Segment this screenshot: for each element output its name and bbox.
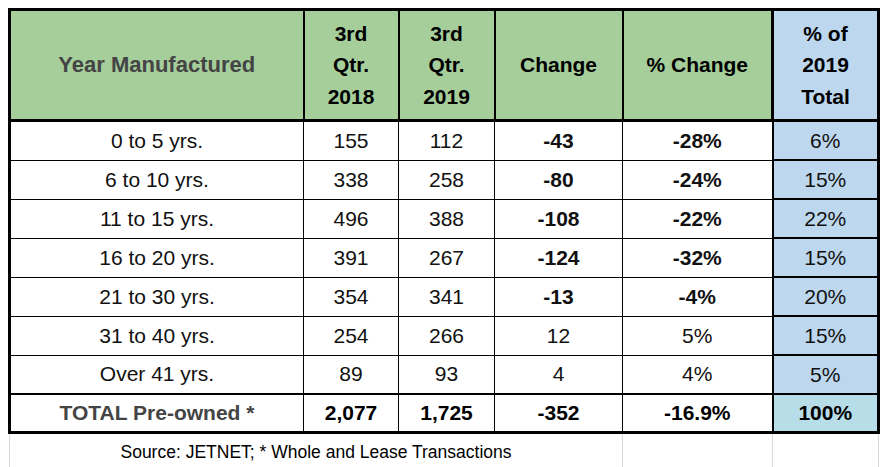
header-pct-of-2019-total: % of2019Total [773, 10, 879, 121]
change-cell: -43 [495, 121, 623, 161]
pct-of-total-cell: 22% [773, 199, 879, 238]
q3-2018-cell: 2,077 [304, 394, 399, 433]
pct-of-total-cell: 6% [773, 121, 879, 161]
footer-row: Source: JETNET; * Whole and Lease Transa… [10, 433, 879, 467]
pct-of-total-cell: 100% [773, 394, 879, 433]
footer-empty-cell [773, 433, 879, 467]
pct-of-total-cell: 15% [773, 316, 879, 355]
pct-of-total-cell: 5% [773, 355, 879, 394]
change-cell: -80 [495, 160, 623, 199]
pct-change-cell: -16.9% [623, 394, 773, 433]
pct-change-cell: -4% [623, 277, 773, 316]
page: Year Manufactured 3rdQtr.2018 3rdQtr.201… [0, 0, 886, 467]
total-row-section: TOTAL Pre-owned *2,0771,725-352-16.9%100… [10, 394, 879, 433]
table-body: 0 to 5 yrs.155112-43-28%6%6 to 10 yrs.33… [10, 121, 879, 395]
change-cell: 4 [495, 355, 623, 394]
change-cell: -108 [495, 199, 623, 238]
q3-2018-cell: 89 [304, 355, 399, 394]
pct-change-cell: -32% [623, 238, 773, 277]
table-header: Year Manufactured 3rdQtr.2018 3rdQtr.201… [10, 10, 879, 121]
year-range-cell: Over 41 yrs. [10, 355, 304, 394]
q3-2019-cell: 267 [399, 238, 495, 277]
table-row: 21 to 30 yrs.354341-13-4%20% [10, 277, 879, 316]
header-q3-2018: 3rdQtr.2018 [304, 10, 399, 121]
q3-2018-cell: 391 [304, 238, 399, 277]
year-range-cell: 31 to 40 yrs. [10, 316, 304, 355]
pct-of-total-cell: 15% [773, 238, 879, 277]
pct-change-cell: 5% [623, 316, 773, 355]
header-row: Year Manufactured 3rdQtr.2018 3rdQtr.201… [10, 10, 879, 121]
q3-2019-cell: 388 [399, 199, 495, 238]
pct-change-cell: -24% [623, 160, 773, 199]
table-footer: Source: JETNET; * Whole and Lease Transa… [10, 433, 879, 467]
table-row: 11 to 15 yrs.496388-108-22%22% [10, 199, 879, 238]
pct-change-cell: -22% [623, 199, 773, 238]
change-cell: -352 [495, 394, 623, 433]
pct-change-cell: 4% [623, 355, 773, 394]
pct-of-total-cell: 20% [773, 277, 879, 316]
change-cell: -13 [495, 277, 623, 316]
q3-2019-cell: 112 [399, 121, 495, 161]
year-range-cell: 16 to 20 yrs. [10, 238, 304, 277]
pct-change-cell: -28% [623, 121, 773, 161]
q3-2018-cell: 155 [304, 121, 399, 161]
q3-2019-cell: 258 [399, 160, 495, 199]
year-range-cell: TOTAL Pre-owned * [10, 394, 304, 433]
header-year-manufactured: Year Manufactured [10, 10, 304, 121]
q3-2018-cell: 496 [304, 199, 399, 238]
source-note: Source: JETNET; * Whole and Lease Transa… [10, 433, 623, 467]
header-q3-2019: 3rdQtr.2019 [399, 10, 495, 121]
preowned-transactions-table: Year Manufactured 3rdQtr.2018 3rdQtr.201… [8, 8, 880, 467]
q3-2019-cell: 341 [399, 277, 495, 316]
year-range-cell: 21 to 30 yrs. [10, 277, 304, 316]
q3-2018-cell: 254 [304, 316, 399, 355]
year-range-cell: 0 to 5 yrs. [10, 121, 304, 161]
pct-of-total-cell: 15% [773, 160, 879, 199]
table-row: 6 to 10 yrs.338258-80-24%15% [10, 160, 879, 199]
q3-2019-cell: 1,725 [399, 394, 495, 433]
table-row: 0 to 5 yrs.155112-43-28%6% [10, 121, 879, 161]
header-pct-change: % Change [623, 10, 773, 121]
change-cell: 12 [495, 316, 623, 355]
total-row: TOTAL Pre-owned *2,0771,725-352-16.9%100… [10, 394, 879, 433]
footer-empty-cell [623, 433, 773, 467]
header-change: Change [495, 10, 623, 121]
year-range-cell: 11 to 15 yrs. [10, 199, 304, 238]
q3-2018-cell: 338 [304, 160, 399, 199]
q3-2019-cell: 266 [399, 316, 495, 355]
change-cell: -124 [495, 238, 623, 277]
table-row: Over 41 yrs.899344%5% [10, 355, 879, 394]
year-range-cell: 6 to 10 yrs. [10, 160, 304, 199]
q3-2018-cell: 354 [304, 277, 399, 316]
table-row: 16 to 20 yrs.391267-124-32%15% [10, 238, 879, 277]
table-row: 31 to 40 yrs.254266125%15% [10, 316, 879, 355]
q3-2019-cell: 93 [399, 355, 495, 394]
